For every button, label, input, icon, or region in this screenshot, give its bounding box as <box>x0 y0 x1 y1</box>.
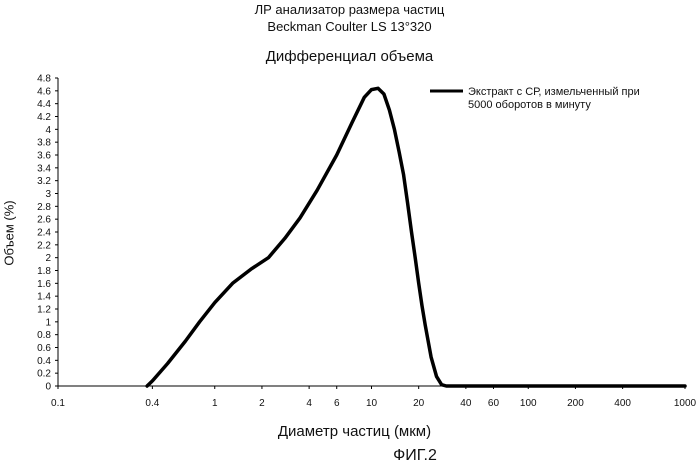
x-axis-label: Диаметр частиц (мкм) <box>277 423 432 440</box>
y-tick-label: 0 <box>45 382 51 393</box>
y-tick-label: 1 <box>45 317 51 328</box>
x-ticks: 0.1 0.4 1 2 4 6 10 20 40 60 100 200 400 1000 <box>51 386 697 409</box>
x-tick-label: 400 <box>614 398 631 409</box>
y-tick-label: 4.6 <box>37 86 51 97</box>
y-tick-label: 4.2 <box>37 112 51 123</box>
y-tick-label: 0.2 <box>37 369 51 380</box>
legend-label-line1: Экстракт с СР, измельченный при <box>468 86 640 98</box>
chart-title: Дифференциал объема <box>265 48 434 65</box>
y-tick-label: 1.6 <box>37 279 51 290</box>
y-tick-label: 1.2 <box>37 305 51 316</box>
y-tick-label: 2.4 <box>37 228 51 239</box>
y-tick-label: 4.4 <box>37 99 51 110</box>
analyzer-title: ЛР анализатор размера частиц <box>254 2 445 17</box>
x-tick-label: 100 <box>520 398 537 409</box>
y-tick-label: 0.8 <box>37 330 51 341</box>
y-tick-label: 3.8 <box>37 138 51 149</box>
series-line <box>145 86 687 388</box>
x-tick-label: 6 <box>334 398 340 409</box>
x-tick-label: 20 <box>413 398 425 409</box>
y-tick-label: 2.8 <box>37 202 51 213</box>
y-tick-label: 2.2 <box>37 240 51 251</box>
y-tick-label: 4.8 <box>37 74 51 85</box>
y-tick-label: 1.4 <box>37 292 51 303</box>
legend: Экстракт с СР, измельченный при 5000 обо… <box>430 86 640 111</box>
y-tick-label: 3.6 <box>37 151 51 162</box>
y-tick-label: 1.8 <box>37 266 51 277</box>
x-tick-label: 0.4 <box>145 398 159 409</box>
y-tick-label: 0.6 <box>37 343 51 354</box>
x-tick-label: 60 <box>488 398 500 409</box>
figure-label: ФИГ.2 <box>393 447 437 464</box>
x-tick-label: 200 <box>567 398 584 409</box>
x-tick-label: 1 <box>212 398 218 409</box>
y-tick-label: 4 <box>45 125 51 136</box>
analyzer-model: Beckman Coulter LS 13°320 <box>267 19 432 34</box>
legend-label-line2: 5000 оборотов в минуту <box>468 99 591 111</box>
y-ticks: 0 0.2 0.4 0.6 0.8 11.2 1.4 1.6 1.8 2 2.22.4 2.6 2.8 3… <box>37 74 58 393</box>
y-tick-label: 3.4 <box>37 163 51 174</box>
series-group <box>145 86 687 388</box>
y-tick-label: 3.2 <box>37 176 51 187</box>
x-tick-label: 40 <box>460 398 472 409</box>
y-tick-label: 3 <box>45 189 51 200</box>
y-tick-label: 2.6 <box>37 215 51 226</box>
x-tick-label: 1000 <box>674 398 697 409</box>
y-tick-label: 0.4 <box>37 356 51 367</box>
x-tick-label: 2 <box>259 398 265 409</box>
x-tick-label: 4 <box>306 398 312 409</box>
axes <box>57 78 685 387</box>
x-tick-label: 10 <box>366 398 378 409</box>
y-tick-label: 2 <box>45 253 51 264</box>
x-tick-label: 0.1 <box>51 398 65 409</box>
